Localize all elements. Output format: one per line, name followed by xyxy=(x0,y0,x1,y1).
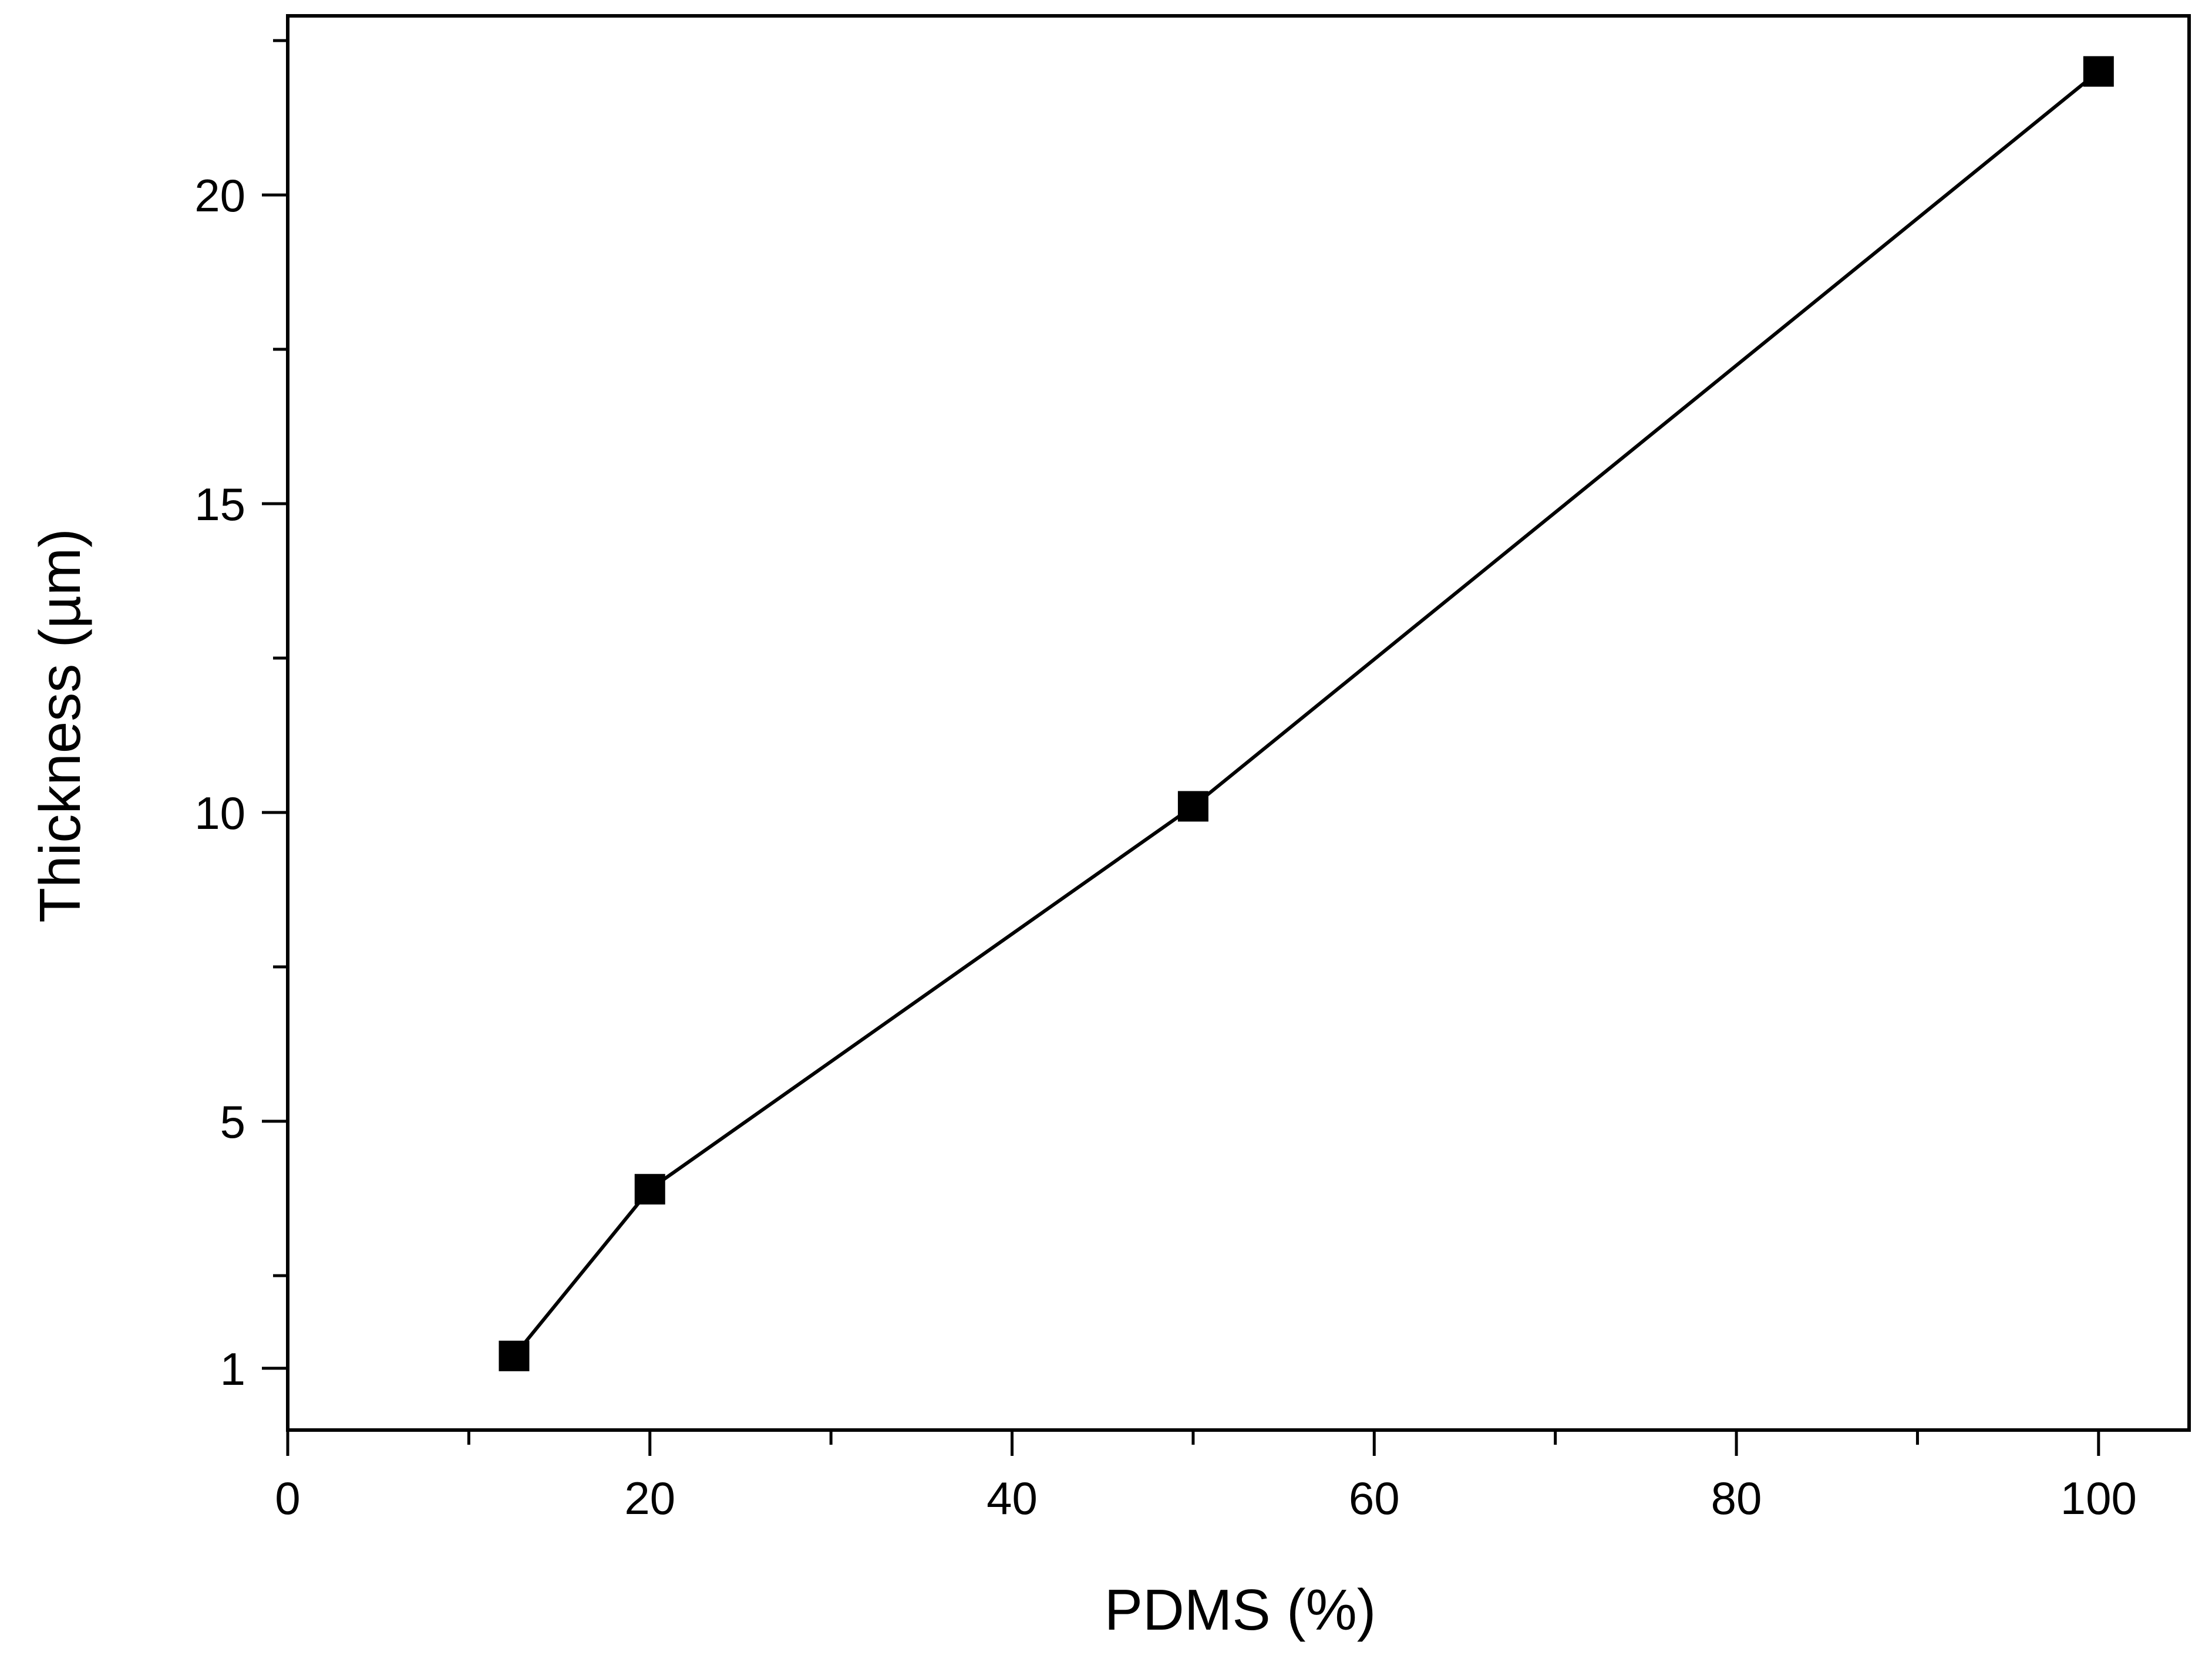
data-point-marker xyxy=(1177,791,1208,822)
y-axis-label: Thickness (µm) xyxy=(28,528,92,923)
plot-frame xyxy=(286,14,2191,1432)
data-point-marker xyxy=(634,1174,665,1205)
x-tick-label: 20 xyxy=(624,1472,675,1524)
x-tick-label: 80 xyxy=(1711,1472,1762,1524)
plot-frame-group xyxy=(286,14,2191,1432)
x-tick-label: 40 xyxy=(987,1472,1038,1524)
x-tick-label: 60 xyxy=(1349,1472,1400,1524)
x-tick-label: 100 xyxy=(2061,1472,2137,1524)
y-tick-label: 20 xyxy=(194,170,245,221)
data-point-marker xyxy=(499,1340,530,1371)
y-tick-label: 1 xyxy=(220,1343,245,1395)
y-tick-label: 15 xyxy=(194,478,245,530)
series-group xyxy=(499,56,2114,1371)
x-axis-ticks: 0 20 40 60 80 100 xyxy=(275,1430,2137,1524)
y-tick-label: 5 xyxy=(220,1096,245,1148)
data-point-marker xyxy=(2083,56,2114,87)
series-line xyxy=(513,70,2100,1357)
x-tick-label: 0 xyxy=(275,1472,300,1524)
x-axis-label: PDMS (%) xyxy=(1105,1577,1376,1642)
y-tick-label: 10 xyxy=(194,787,245,839)
